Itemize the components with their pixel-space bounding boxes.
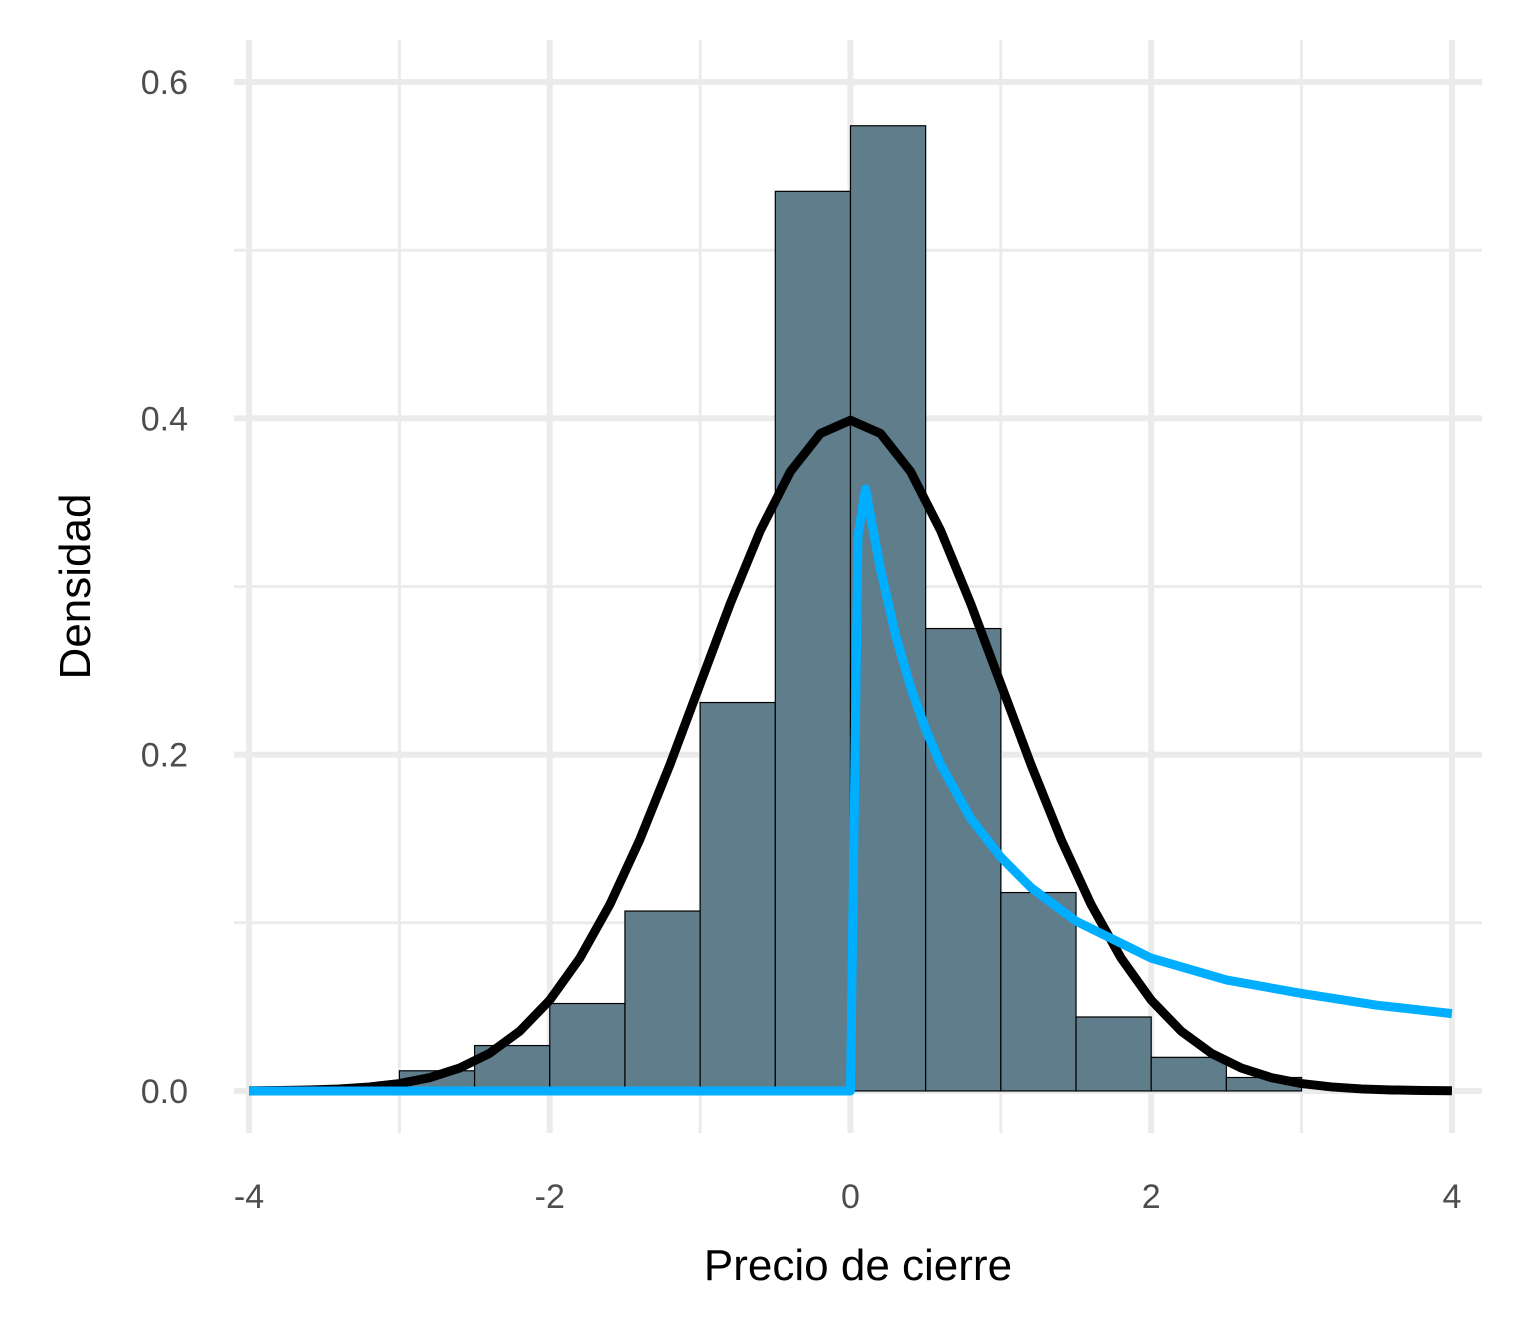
x-tick-label: 0	[841, 1178, 860, 1216]
histogram-bar	[925, 627, 1002, 1092]
histogram-bar	[699, 701, 776, 1092]
y-axis-tick-labels: 0.0 0.2 0.4 0.6	[141, 64, 188, 1111]
histogram-bar	[1000, 891, 1077, 1092]
y-tick-label: 0.0	[141, 1073, 188, 1111]
density-curves	[248, 415, 1453, 1096]
x-tick-label: -4	[234, 1178, 264, 1216]
y-tick-label: 0.6	[141, 64, 188, 102]
histogram-bars	[398, 125, 1303, 1092]
y-axis-title: Densidad	[51, 494, 100, 680]
x-tick-label: 4	[1442, 1178, 1461, 1216]
histogram-bar	[774, 190, 852, 1092]
y-tick-label: 0.2	[141, 737, 188, 775]
x-tick-label: -2	[535, 1178, 565, 1216]
skewed-density-curve	[249, 484, 1453, 1096]
histogram-bar	[549, 1002, 626, 1092]
x-axis-title: Precio de cierre	[704, 1241, 1012, 1290]
histogram-bar	[1150, 1056, 1227, 1092]
histogram-bar	[624, 910, 701, 1092]
histogram-bar	[1075, 1016, 1152, 1092]
histogram-bar	[473, 1044, 551, 1092]
y-tick-label: 0.4	[141, 400, 188, 438]
x-axis-tick-labels: -4 -2 0 2 4	[234, 1178, 1461, 1216]
x-tick-label: 2	[1142, 1178, 1161, 1216]
normal-density-curve	[248, 415, 1452, 1096]
